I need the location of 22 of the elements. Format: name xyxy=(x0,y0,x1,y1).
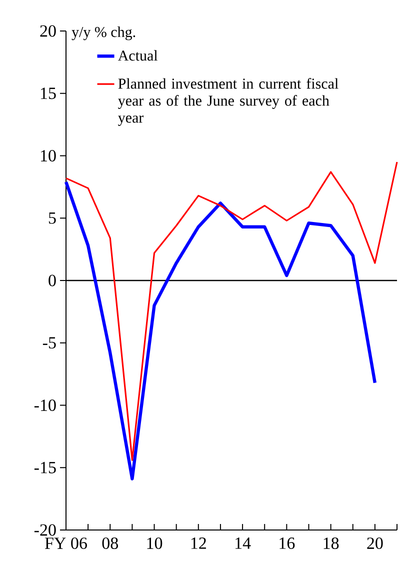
y-tick-label: -10 xyxy=(34,400,56,411)
legend-label: Actual xyxy=(118,50,158,61)
x-tick-label: 18 xyxy=(324,538,339,549)
line-series xyxy=(64,180,377,480)
x-tick-label: 16 xyxy=(280,538,295,549)
legend-label: Planned investment in current fiscal year as of the June survey of each year xyxy=(118,78,338,126)
y-tick-label: 20 xyxy=(40,25,56,37)
x-tick-label: 12 xyxy=(191,538,206,549)
line-series xyxy=(65,161,398,461)
y-tick-label: 0 xyxy=(48,274,56,286)
y-tick-label: -5 xyxy=(42,337,56,349)
x-tick-label: 14 xyxy=(236,538,251,549)
x-tick-label: 08 xyxy=(102,538,118,549)
x-tick-label: FY 06 xyxy=(44,538,87,549)
y-tick-label: 5 xyxy=(48,212,56,224)
y-tick-label: 15 xyxy=(40,88,56,100)
y-tick-label: 10 xyxy=(40,150,56,162)
y-axis-title: y/y % chg. xyxy=(72,26,136,40)
y-tick-label: -20 xyxy=(34,524,56,536)
x-tick-label: 10 xyxy=(147,538,162,549)
y-tick-label: -15 xyxy=(34,462,56,474)
x-tick-label: 20 xyxy=(367,538,383,549)
